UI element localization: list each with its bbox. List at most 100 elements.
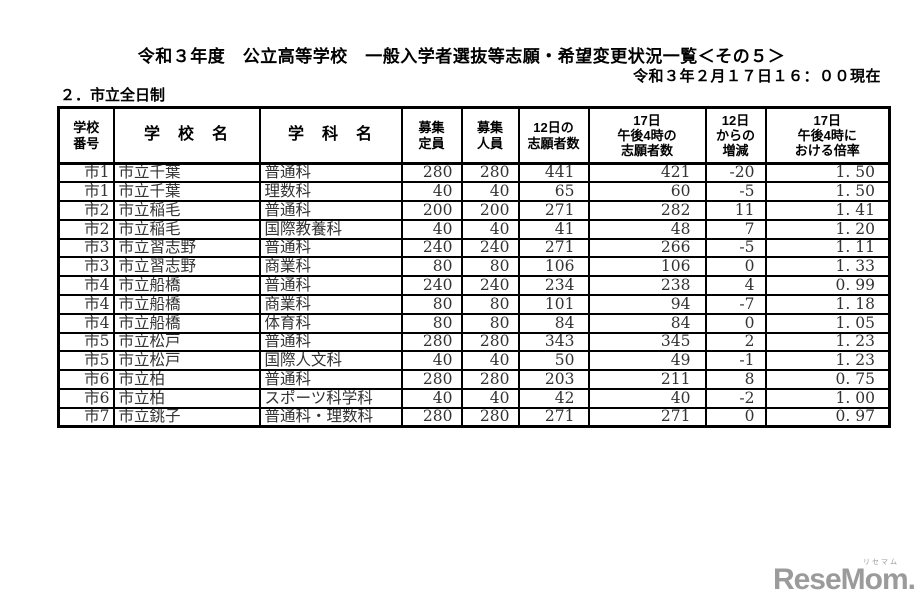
table-row: 市2 市立稲毛 国際教養科 40 40 41 48 7 1. 20 <box>57 218 891 240</box>
cell-school-number: 市5 <box>57 331 115 353</box>
cell-school-number: 市1 <box>57 181 115 203</box>
cell-applicants-12th: 271 <box>517 237 590 259</box>
cell-capacity: 200 <box>400 200 463 221</box>
cell-department-name: スポーツ科学科 <box>258 388 403 409</box>
cell-applicants-12th: 441 <box>517 162 590 184</box>
cell-applicants-12th: 271 <box>517 406 590 428</box>
cell-recruit-number: 40 <box>460 388 520 409</box>
cell-department-name: 普通科 <box>258 200 403 221</box>
cell-school-name: 市立船橋 <box>112 275 261 297</box>
cell-ratio: 1. 41 <box>764 200 891 221</box>
cell-applicants-12th: 271 <box>517 200 590 221</box>
table-row: 市5 市立松戸 普通科 280 280 343 345 2 1. 23 <box>57 331 891 353</box>
cell-ratio: 0. 99 <box>764 275 891 297</box>
col-header-department-name: 学 科 名 <box>258 106 403 165</box>
cell-ratio: 1. 23 <box>764 331 891 353</box>
cell-recruit-number: 80 <box>460 256 520 278</box>
cell-change: -2 <box>704 388 767 409</box>
table-row: 市6 市立柏 スポーツ科学科 40 40 42 40 -2 1. 00 <box>57 388 891 409</box>
cell-capacity: 280 <box>400 406 463 428</box>
timestamp: 令和３年２月１７日１６：００現在 <box>632 68 881 85</box>
cell-school-name: 市立習志野 <box>112 237 261 259</box>
col-header-school-name: 学 校 名 <box>112 106 261 165</box>
cell-applicants-12th: 84 <box>517 312 590 334</box>
cell-department-name: 国際教養科 <box>258 218 403 240</box>
cell-recruit-number: 240 <box>460 237 520 259</box>
col-header-recruit-number: 募集 人員 <box>460 106 520 165</box>
cell-school-name: 市立銚子 <box>112 406 261 428</box>
cell-applicants-12th: 42 <box>517 388 590 409</box>
resemom-logo: リセマム ReseMom. <box>773 557 916 595</box>
cell-school-number: 市3 <box>57 237 115 259</box>
cell-recruit-number: 40 <box>460 181 520 203</box>
section-heading: ２．市立全日制 <box>60 87 166 104</box>
cell-school-name: 市立松戸 <box>112 350 261 372</box>
cell-capacity: 40 <box>400 218 463 240</box>
cell-school-name: 市立松戸 <box>112 331 261 353</box>
cell-applicants-17th: 49 <box>587 350 707 372</box>
cell-school-number: 市2 <box>57 200 115 221</box>
cell-capacity: 80 <box>400 294 463 315</box>
cell-school-number: 市5 <box>57 350 115 372</box>
cell-applicants-17th: 60 <box>587 181 707 203</box>
cell-applicants-17th: 40 <box>587 388 707 409</box>
cell-capacity: 80 <box>400 256 463 278</box>
table-header: 学校 番号 学 校 名 学 科 名 募集 定員 募集 人員 12日の 志願者数 … <box>57 106 891 165</box>
cell-school-name: 市立千葉 <box>112 162 261 184</box>
cell-applicants-17th: 421 <box>587 162 707 184</box>
cell-capacity: 40 <box>400 350 463 372</box>
table-body: 市1 市立千葉 普通科 280 280 441 421 -20 1. 50 市1 市立千葉 理数科 40… <box>57 162 891 428</box>
cell-school-number: 市3 <box>57 256 115 278</box>
cell-department-name: 普通科・理数科 <box>258 406 403 428</box>
cell-school-name: 市立船橋 <box>112 294 261 315</box>
table-row: 市4 市立船橋 普通科 240 240 234 238 4 0. 99 <box>57 275 891 297</box>
col-header-ratio-17th: 17日 午後4時に おける倍率 <box>764 106 891 165</box>
cell-change: 0 <box>704 312 767 334</box>
cell-applicants-12th: 41 <box>517 218 590 240</box>
cell-applicants-17th: 48 <box>587 218 707 240</box>
cell-school-number: 市6 <box>57 388 115 409</box>
cell-department-name: 普通科 <box>258 162 403 184</box>
table-row: 市3 市立習志野 普通科 240 240 271 266 -5 1. 11 <box>57 237 891 259</box>
cell-capacity: 240 <box>400 275 463 297</box>
cell-change: -5 <box>704 237 767 259</box>
cell-change: 4 <box>704 275 767 297</box>
cell-change: 0 <box>704 256 767 278</box>
cell-department-name: 普通科 <box>258 237 403 259</box>
cell-applicants-17th: 211 <box>587 369 707 391</box>
cell-school-number: 市1 <box>57 162 115 184</box>
cell-applicants-17th: 271 <box>587 406 707 428</box>
cell-department-name: 理数科 <box>258 181 403 203</box>
cell-school-name: 市立稲毛 <box>112 218 261 240</box>
cell-applicants-17th: 238 <box>587 275 707 297</box>
cell-department-name: 国際人文科 <box>258 350 403 372</box>
cell-school-number: 市4 <box>57 294 115 315</box>
cell-department-name: 商業科 <box>258 256 403 278</box>
cell-school-name: 市立柏 <box>112 369 261 391</box>
table-row: 市2 市立稲毛 普通科 200 200 271 282 11 1. 41 <box>57 200 891 221</box>
cell-applicants-17th: 106 <box>587 256 707 278</box>
cell-department-name: 普通科 <box>258 275 403 297</box>
cell-school-number: 市4 <box>57 275 115 297</box>
cell-applicants-12th: 65 <box>517 181 590 203</box>
table-row: 市4 市立船橋 商業科 80 80 101 94 -7 1. 18 <box>57 294 891 315</box>
col-header-school-number: 学校 番号 <box>57 106 115 165</box>
cell-applicants-12th: 50 <box>517 350 590 372</box>
resemom-logo-ruby: リセマム <box>863 559 899 566</box>
cell-school-number: 市7 <box>57 406 115 428</box>
cell-change: 0 <box>704 406 767 428</box>
cell-applicants-12th: 343 <box>517 331 590 353</box>
cell-change: 7 <box>704 218 767 240</box>
cell-applicants-12th: 203 <box>517 369 590 391</box>
cell-school-name: 市立習志野 <box>112 256 261 278</box>
cell-capacity: 240 <box>400 237 463 259</box>
cell-capacity: 40 <box>400 181 463 203</box>
cell-recruit-number: 280 <box>460 406 520 428</box>
cell-change: -1 <box>704 350 767 372</box>
cell-ratio: 1. 18 <box>764 294 891 315</box>
cell-applicants-17th: 266 <box>587 237 707 259</box>
cell-ratio: 0. 75 <box>764 369 891 391</box>
cell-applicants-17th: 345 <box>587 331 707 353</box>
cell-ratio: 0. 97 <box>764 406 891 428</box>
cell-recruit-number: 280 <box>460 331 520 353</box>
